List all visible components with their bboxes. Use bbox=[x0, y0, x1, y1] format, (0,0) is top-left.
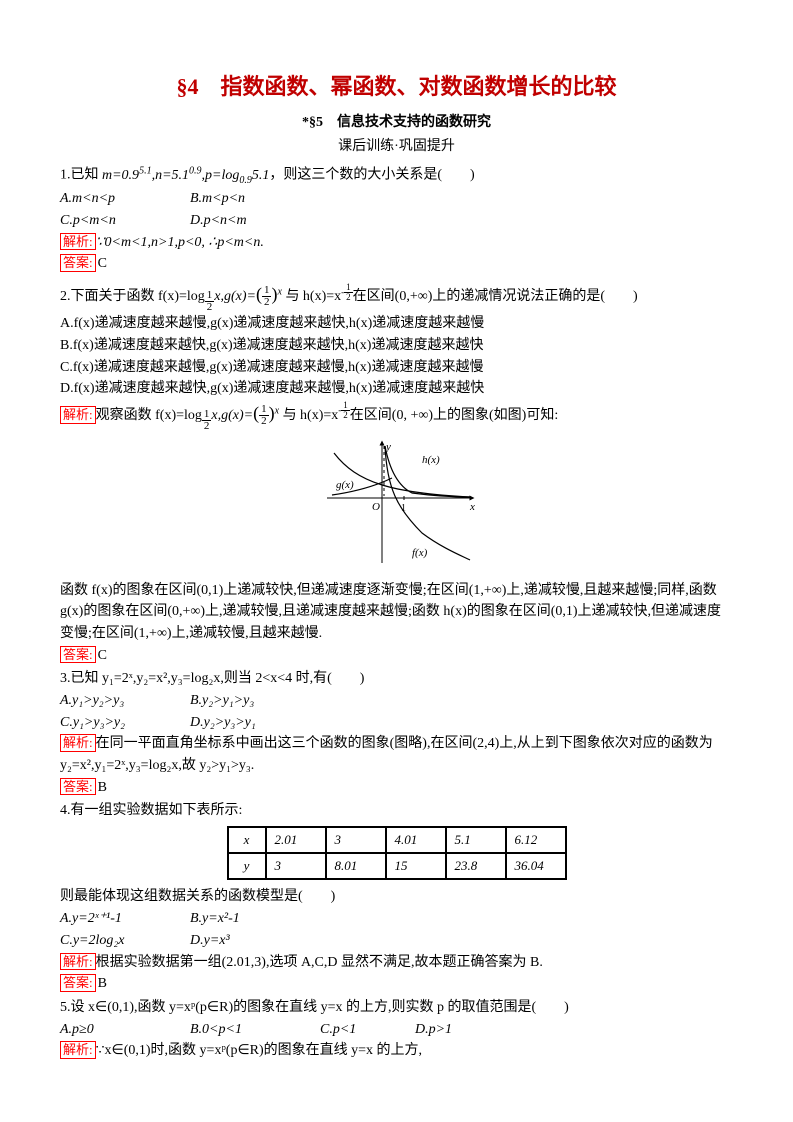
q1-stem-b: ，则这三个数的大小关系是( ) bbox=[269, 168, 474, 183]
q4-opt-d: D.y=x³ bbox=[190, 930, 230, 952]
explain-tag: 解析: bbox=[60, 953, 96, 971]
svg-text:x: x bbox=[469, 501, 475, 513]
q5-row: A.p≥0 B.0<p<1 C.p<1 D.p>1 bbox=[60, 1019, 733, 1041]
cell: 3 bbox=[326, 827, 386, 853]
cell: 4.01 bbox=[386, 827, 446, 853]
explain-tag: 解析: bbox=[60, 1041, 96, 1059]
q1-stem-a: 1.已知 bbox=[60, 168, 102, 183]
svg-text:1: 1 bbox=[401, 503, 406, 514]
q2-expl-b: x,g(x)= bbox=[211, 408, 253, 423]
q3-opt-c: C.y₁>y₃>y₂ bbox=[60, 712, 190, 734]
q1-ans: C bbox=[98, 256, 107, 271]
svg-text:h(x): h(x) bbox=[422, 454, 440, 466]
q2-stem-c: 与 h(x)=x bbox=[282, 289, 341, 304]
q1-math: m=0.95.1,n=5.10.9,p=log0.95.1 bbox=[102, 168, 269, 183]
q1-explain: 解析:∵0<m<1,n>1,p<0, ∴p<m<n. bbox=[60, 232, 733, 254]
cell: 15 bbox=[386, 853, 446, 879]
q1-opt-a: A.m<n<p bbox=[60, 188, 190, 210]
cell: 5.1 bbox=[446, 827, 506, 853]
question-1: 1.已知 m=0.95.1,n=5.10.9,p=log0.95.1，则这三个数… bbox=[60, 163, 733, 188]
q2-opt-a: A.f(x)递减速度越来越慢,g(x)递减速度越来越快,h(x)递减速度越来越慢 bbox=[60, 313, 733, 335]
q4-explain: 解析:根据实验数据第一组(2.01,3),选项 A,C,D 显然不满足,故本题正… bbox=[60, 952, 733, 974]
q2-expl-a: 观察函数 f(x)=log bbox=[96, 408, 202, 423]
q4-row1: A.y=2ˣ⁺¹-1 B.y=x²-1 bbox=[60, 908, 733, 930]
svg-text:y: y bbox=[385, 441, 391, 453]
cell: 6.12 bbox=[506, 827, 566, 853]
q2-opt-b: B.f(x)递减速度越来越快,g(x)递减速度越来越快,h(x)递减速度越来越快 bbox=[60, 335, 733, 357]
question-3: 3.已知 y₁=2ˣ,y₂=x²,y₃=log₂x,则当 2<x<4 时,有( … bbox=[60, 668, 733, 690]
q2-stem-d: 在区间(0,+∞)上的递减情况说法正确的是( ) bbox=[353, 289, 638, 304]
q2-expl-c: 与 h(x)=x bbox=[279, 408, 338, 423]
q2-expl-para: 函数 f(x)的图象在区间(0,1)上递减较快,但递减速度逐渐变慢;在区间(1,… bbox=[60, 580, 733, 645]
q2-stem-a: 2.下面关于函数 f(x)=log bbox=[60, 289, 205, 304]
q3-explain: 解析:在同一平面直角坐标系中画出这三个函数的图象(图略),在区间(2,4)上,从… bbox=[60, 733, 733, 776]
q1-options-row2: C.p<m<n D.p<n<m bbox=[60, 210, 733, 232]
svg-text:O: O bbox=[372, 501, 380, 513]
q2-answer: 答案:C bbox=[60, 645, 733, 667]
page-subhead: 课后训练·巩固提升 bbox=[60, 136, 733, 158]
q3-opt-a: A.y₁>y₂>y₃ bbox=[60, 690, 190, 712]
q4-answer: 答案:B bbox=[60, 973, 733, 995]
cell: x bbox=[228, 827, 266, 853]
page-title: §4 指数函数、幂函数、对数函数增长的比较 bbox=[60, 70, 733, 104]
cell: 2.01 bbox=[266, 827, 326, 853]
q5-opt-d: D.p>1 bbox=[415, 1019, 452, 1041]
q1-answer: 答案:C bbox=[60, 253, 733, 275]
question-2: 2.下面关于函数 f(x)=log12x,g(x)=(12)x 与 h(x)=x… bbox=[60, 281, 733, 313]
answer-tag: 答案: bbox=[60, 974, 96, 992]
question-5: 5.设 x∈(0,1),函数 y=xᵖ(p∈R)的图象在直线 y=x 的上方,则… bbox=[60, 997, 733, 1019]
q3-row1: A.y₁>y₂>y₃ B.y₂>y₁>y₃ bbox=[60, 690, 733, 712]
q2-stem-b: x,g(x)= bbox=[214, 289, 256, 304]
q5-opt-a: A.p≥0 bbox=[60, 1019, 190, 1041]
q4-opt-b: B.y=x²-1 bbox=[190, 908, 240, 930]
q3-ans: B bbox=[98, 780, 107, 795]
q4-ans: B bbox=[98, 976, 107, 991]
page-subtitle: *§5 信息技术支持的函数研究 bbox=[60, 112, 733, 134]
table-row: y 3 8.01 15 23.8 36.04 bbox=[228, 853, 566, 879]
q2-ans: C bbox=[98, 648, 107, 663]
answer-tag: 答案: bbox=[60, 778, 96, 796]
q4-opt-a: A.y=2ˣ⁺¹-1 bbox=[60, 908, 190, 930]
q1-opt-d: D.p<n<m bbox=[190, 210, 247, 232]
q4-opt-c: C.y=2log₂x bbox=[60, 930, 190, 952]
cell: y bbox=[228, 853, 266, 879]
q5-explain: 解析:∵x∈(0,1)时,函数 y=xᵖ(p∈R)的图象在直线 y=x 的上方, bbox=[60, 1040, 733, 1062]
q4-stem2: 则最能体现这组数据关系的函数模型是( ) bbox=[60, 886, 733, 908]
q2-opt-c: C.f(x)递减速度越来越慢,g(x)递减速度越来越慢,h(x)递减速度越来越慢 bbox=[60, 357, 733, 379]
q4-expl-text: 根据实验数据第一组(2.01,3),选项 A,C,D 显然不满足,故本题正确答案… bbox=[96, 955, 543, 970]
q3-row2: C.y₁>y₃>y₂ D.y₂>y₃>y₁ bbox=[60, 712, 733, 734]
table-row: x 2.01 3 4.01 5.1 6.12 bbox=[228, 827, 566, 853]
question-4: 4.有一组实验数据如下表所示: bbox=[60, 800, 733, 822]
q2-opt-d: D.f(x)递减速度越来越快,g(x)递减速度越来越慢,h(x)递减速度越来越快 bbox=[60, 378, 733, 400]
q4-table: x 2.01 3 4.01 5.1 6.12 y 3 8.01 15 23.8 … bbox=[227, 826, 567, 880]
q1-opt-b: B.m<p<n bbox=[190, 188, 245, 210]
cell: 3 bbox=[266, 853, 326, 879]
cell: 23.8 bbox=[446, 853, 506, 879]
cell: 36.04 bbox=[506, 853, 566, 879]
q1-options-row1: A.m<n<p B.m<p<n bbox=[60, 188, 733, 210]
q5-expl-text: ∵x∈(0,1)时,函数 y=xᵖ(p∈R)的图象在直线 y=x 的上方, bbox=[96, 1043, 422, 1058]
q1-expl-text: ∵0<m<1,n>1,p<0, ∴p<m<n. bbox=[96, 235, 264, 250]
q3-expl-text: 在同一平面直角坐标系中画出这三个函数的图象(图略),在区间(2,4)上,从上到下… bbox=[60, 736, 713, 773]
answer-tag: 答案: bbox=[60, 254, 96, 272]
q5-opt-b: B.0<p<1 bbox=[190, 1019, 320, 1041]
q5-opt-c: C.p<1 bbox=[320, 1019, 415, 1041]
q3-opt-b: B.y₂>y₁>y₃ bbox=[190, 690, 254, 712]
explain-tag: 解析: bbox=[60, 233, 96, 251]
svg-text:g(x): g(x) bbox=[336, 479, 354, 491]
cell: 8.01 bbox=[326, 853, 386, 879]
svg-text:f(x): f(x) bbox=[412, 547, 428, 559]
q3-opt-d: D.y₂>y₃>y₁ bbox=[190, 712, 256, 734]
q4-row2: C.y=2log₂x D.y=x³ bbox=[60, 930, 733, 952]
q2-expl-d: 在区间(0, +∞)上的图象(如图)可知: bbox=[350, 408, 558, 423]
explain-tag: 解析: bbox=[60, 734, 96, 752]
q1-opt-c: C.p<m<n bbox=[60, 210, 190, 232]
answer-tag: 答案: bbox=[60, 646, 96, 664]
q2-graph: y x O h(x) g(x) f(x) 1 bbox=[60, 438, 733, 576]
explain-tag: 解析: bbox=[60, 406, 96, 424]
q2-explain-line: 解析:观察函数 f(x)=log12x,g(x)=(12)x 与 h(x)=x-… bbox=[60, 400, 733, 432]
q3-answer: 答案:B bbox=[60, 777, 733, 799]
